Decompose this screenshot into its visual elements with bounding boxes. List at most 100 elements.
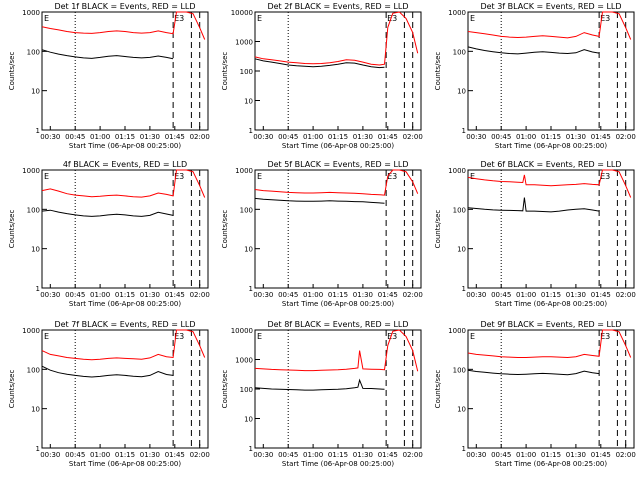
x-tick-label: 02:00: [403, 133, 423, 141]
x-tick-label: 01:30: [140, 451, 160, 459]
series-line-events: [467, 46, 600, 55]
y-tick-label: 1: [462, 127, 466, 135]
x-tick-label: 01:15: [115, 451, 135, 459]
x-tick-label: 01:30: [353, 133, 373, 141]
y-tick-label: 1000: [235, 167, 253, 175]
panel-1: Det 1f BLACK = Events, RED = LLD 1 10 100 10…: [8, 2, 210, 150]
x-tick-label: 02:00: [190, 133, 210, 141]
x-tick-label: 01:30: [566, 133, 586, 141]
x-tick-label: 01:45: [165, 291, 185, 299]
y-tick-label: 1: [36, 445, 40, 453]
y-tick-label: 10000: [231, 9, 253, 17]
series-line-lld: [467, 11, 632, 40]
marker-label: E: [44, 14, 49, 23]
x-tick-label: 00:45: [65, 133, 85, 141]
x-tick-label: 01:00: [516, 291, 536, 299]
x-tick-label: 00:45: [65, 291, 85, 299]
y-tick-label: 10000: [231, 327, 253, 335]
marker-label: E: [44, 172, 49, 181]
panel-6: Det 6f BLACK = Events, RED = LLD 1 10 100 10…: [434, 160, 636, 308]
x-tick-label: 01:15: [541, 451, 561, 459]
marker-label: E3: [174, 14, 184, 23]
y-tick-label: 1000: [22, 167, 40, 175]
x-tick-label: 01:15: [328, 291, 348, 299]
plot-frame: [254, 169, 422, 289]
y-tick-label: 1: [249, 285, 253, 293]
y-axis-label: Counts/sec: [221, 210, 229, 249]
x-tick-label: 01:15: [541, 133, 561, 141]
panel-4: 4f BLACK = Events, RED = LLD 1 10 100 1000 00…: [8, 160, 210, 308]
x-axis-label: Start Time (06-Apr-08 00:25:00): [282, 460, 394, 468]
y-tick-label: 1000: [448, 327, 466, 335]
y-tick-label: 10: [31, 246, 40, 254]
marker-label: E3: [387, 14, 397, 23]
y-tick-label: 1: [36, 285, 40, 293]
x-tick-label: 01:00: [90, 291, 110, 299]
x-tick-label: 00:45: [491, 451, 511, 459]
x-tick-label: 01:00: [516, 451, 536, 459]
y-axis-label: Counts/sec: [221, 52, 229, 91]
y-tick-label: 10: [244, 416, 253, 424]
x-tick-label: 01:15: [115, 133, 135, 141]
x-tick-label: 02:00: [403, 451, 423, 459]
x-tick-label: 01:00: [516, 133, 536, 141]
plot-frame: [467, 11, 635, 131]
marker-label: E3: [600, 172, 610, 181]
marker-label: E3: [387, 332, 397, 341]
marker-label: E: [257, 14, 262, 23]
plot-frame: [41, 329, 209, 449]
marker-label: E3: [600, 332, 610, 341]
series-line-events: [254, 378, 385, 391]
panel-title: Det 9f BLACK = Events, RED = LLD: [480, 320, 621, 329]
marker-label: E: [470, 14, 475, 23]
series-line-events: [467, 369, 600, 376]
x-tick-label: 01:45: [591, 133, 611, 141]
marker-label: E: [44, 332, 49, 341]
plot-frame: [254, 11, 422, 131]
x-tick-label: 00:45: [278, 133, 298, 141]
panel-3: Det 3f BLACK = Events, RED = LLD 1 10 100 10…: [434, 2, 636, 150]
x-tick-label: 01:45: [591, 451, 611, 459]
x-tick-label: 01:15: [115, 291, 135, 299]
series-line-events: [41, 365, 174, 378]
x-axis-label: Start Time (06-Apr-08 00:25:00): [69, 460, 181, 468]
x-tick-label: 01:45: [378, 451, 398, 459]
panel-title: Det 5f BLACK = Events, RED = LLD: [267, 160, 408, 169]
y-tick-label: 10: [457, 88, 466, 96]
x-tick-label: 00:45: [65, 451, 85, 459]
x-tick-label: 00:30: [253, 133, 273, 141]
x-tick-label: 01:30: [566, 291, 586, 299]
y-tick-label: 1000: [235, 357, 253, 365]
panel-9: Det 9f BLACK = Events, RED = LLD 1 10 100 10…: [434, 320, 636, 468]
panel-2: Det 2f BLACK = Events, RED = LLD 1 10 100 10…: [221, 2, 423, 150]
y-tick-label: 100: [240, 68, 253, 76]
series-line-events: [254, 197, 385, 204]
series-line-lld: [254, 11, 419, 66]
x-axis-label: Start Time (06-Apr-08 00:25:00): [69, 142, 181, 150]
x-tick-label: 01:30: [566, 451, 586, 459]
x-tick-label: 00:30: [253, 451, 273, 459]
x-tick-label: 01:45: [378, 291, 398, 299]
marker-label: E3: [174, 332, 184, 341]
y-tick-label: 100: [27, 48, 40, 56]
x-tick-label: 00:45: [278, 451, 298, 459]
panel-title: Det 8f BLACK = Events, RED = LLD: [267, 320, 408, 329]
x-tick-label: 01:30: [140, 291, 160, 299]
y-axis-label: Counts/sec: [434, 370, 442, 409]
series-line-lld: [254, 329, 419, 372]
x-tick-label: 02:00: [616, 451, 636, 459]
y-tick-label: 1: [249, 127, 253, 135]
x-axis-label: Start Time (06-Apr-08 00:25:00): [69, 300, 181, 308]
y-tick-label: 10: [244, 246, 253, 254]
x-tick-label: 00:30: [466, 291, 486, 299]
marker-label: E3: [174, 172, 184, 181]
x-axis-label: Start Time (06-Apr-08 00:25:00): [495, 142, 607, 150]
x-tick-label: 01:00: [90, 133, 110, 141]
x-tick-label: 02:00: [190, 291, 210, 299]
y-tick-label: 1: [462, 285, 466, 293]
x-axis-label: Start Time (06-Apr-08 00:25:00): [495, 300, 607, 308]
marker-label: E3: [600, 14, 610, 23]
series-line-events: [41, 209, 174, 217]
y-tick-label: 100: [453, 206, 466, 214]
y-axis-label: Counts/sec: [8, 370, 16, 409]
